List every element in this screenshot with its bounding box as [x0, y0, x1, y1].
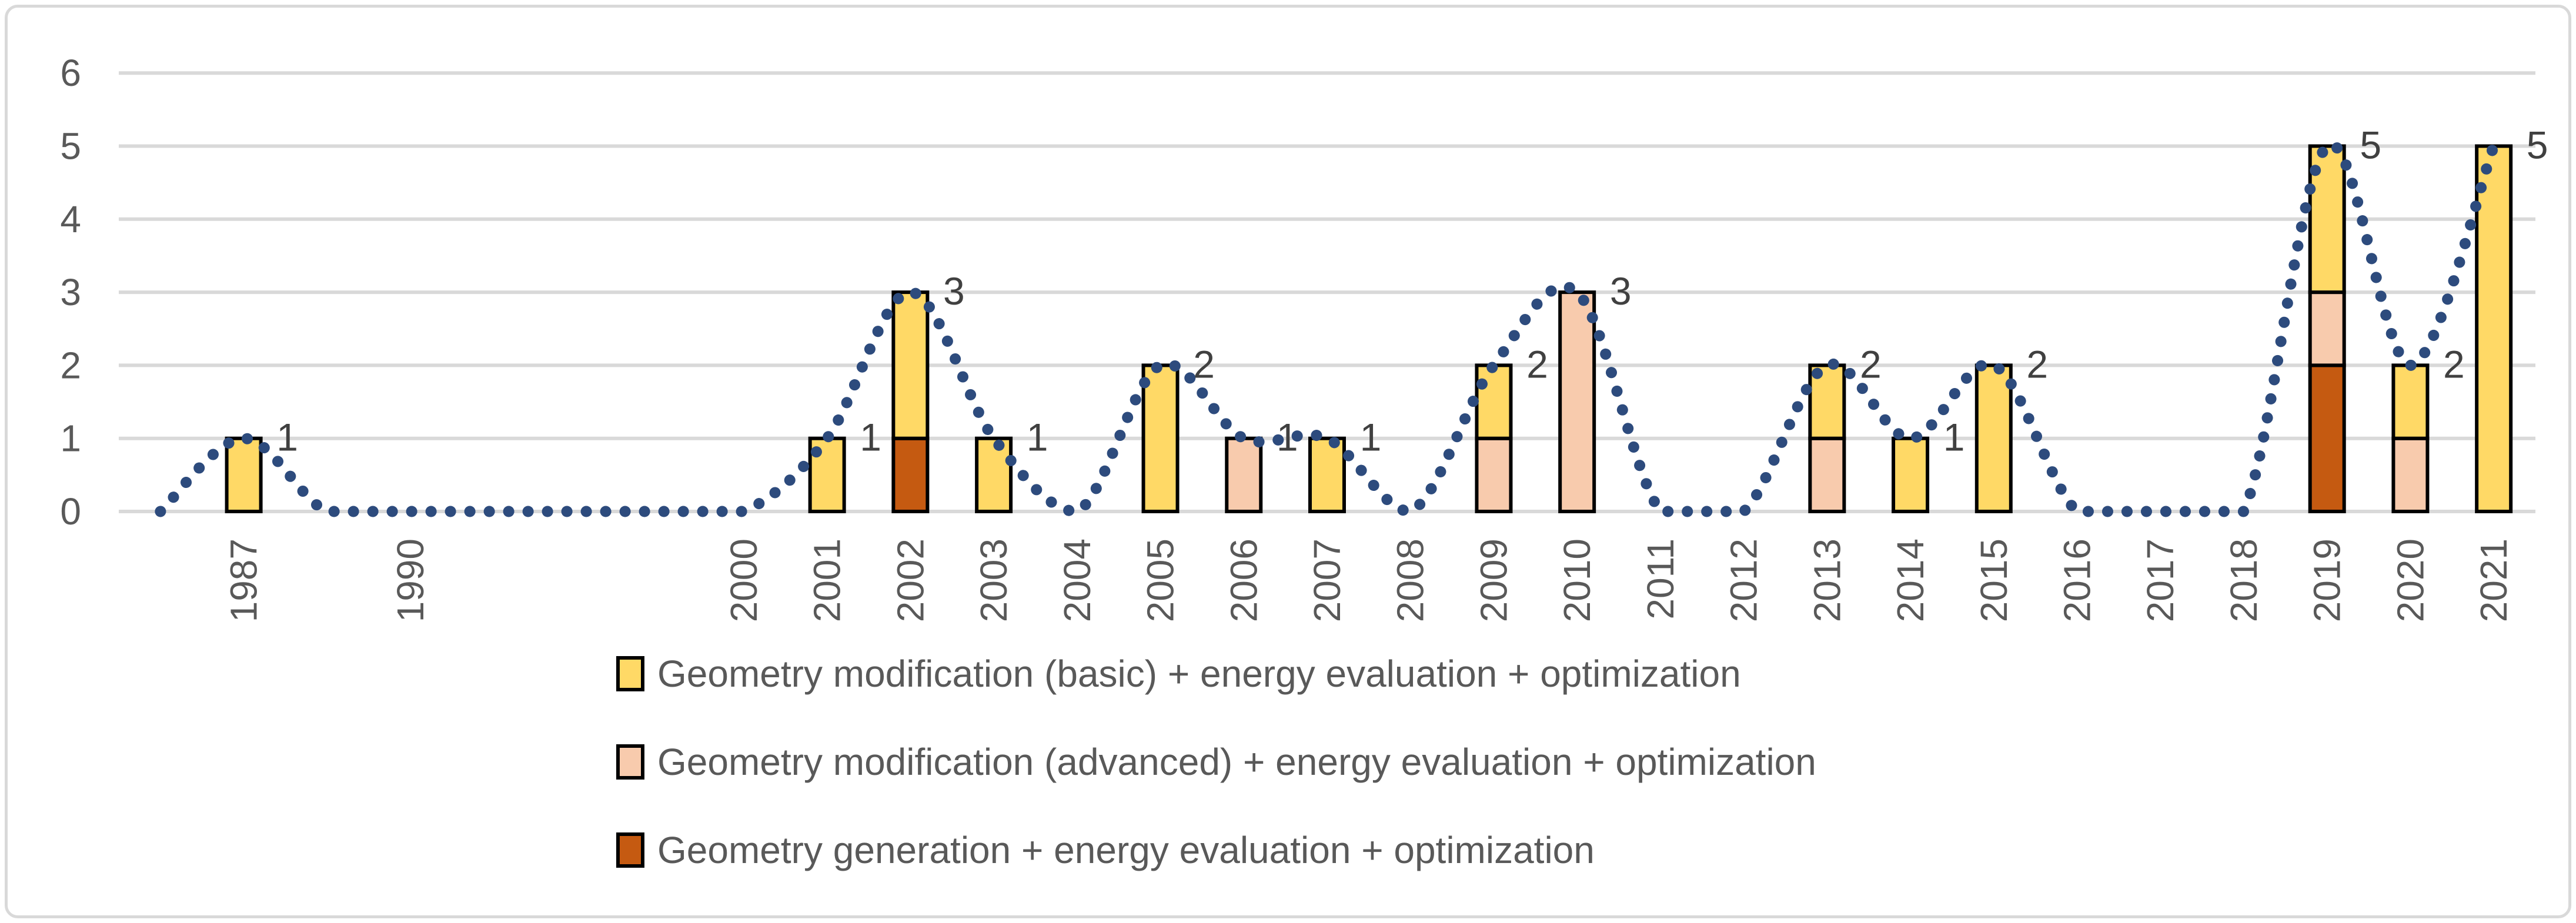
y-tick-4: 4: [60, 198, 81, 240]
bar-segment-2015: [1974, 363, 2013, 514]
data-label-2006: 1: [1277, 416, 1298, 459]
bar-segment-1987: [225, 436, 263, 514]
bar-segment-2019: [2308, 363, 2346, 514]
bar-segment-2010: [1558, 290, 1596, 513]
data-label-2005: 2: [1193, 342, 1215, 386]
x-tick-2011: 2011: [1639, 539, 1682, 620]
x-tick-2013: 2013: [1806, 539, 1848, 622]
x-tick-2018: 2018: [2223, 539, 2265, 622]
x-tick-2006: 2006: [1222, 539, 1265, 622]
bar-segment-2009: [1475, 363, 1513, 440]
data-label-2013: 2: [1860, 342, 1882, 386]
data-label-2014: 1: [1943, 416, 1965, 459]
data-label-2019: 5: [2360, 123, 2381, 167]
y-tick-1: 1: [60, 417, 81, 460]
bars: [225, 144, 2513, 514]
y-tick-5: 5: [60, 125, 81, 168]
bar-segment-2007: [1308, 436, 1346, 514]
legend-swatch-generation: [616, 832, 644, 868]
y-tick-3: 3: [60, 271, 81, 313]
bar-segment-2013: [1808, 436, 1846, 514]
data-label-2003: 1: [1027, 416, 1048, 459]
data-label-2020: 2: [2443, 342, 2465, 386]
bar-segment-2006: [1225, 436, 1263, 514]
x-tick-2001: 2001: [806, 539, 848, 622]
legend-label-advanced: Geometry modification (advanced) + energ…: [657, 741, 1816, 783]
bar-segment-2020: [2391, 436, 2430, 514]
x-tick-2007: 2007: [1306, 539, 1348, 622]
data-labels: 1 1 3 1 2 1 1 2 3 2 1 2 5 2 5: [276, 123, 2548, 459]
x-axis-labels: 1987 1990 2000 2001 2002 2003 2004 2005 2006 2007…: [223, 539, 2515, 622]
legend-item-basic: Geometry modification (basic) + energy e…: [616, 647, 1816, 701]
trend-dotted-line: [155, 139, 2500, 517]
legend: Geometry modification (basic) + energy e…: [616, 647, 1816, 877]
x-tick-2015: 2015: [1973, 539, 2015, 622]
x-tick-2020: 2020: [2389, 539, 2431, 622]
y-tick-0: 0: [60, 490, 81, 533]
legend-item-generation: Geometry generation + energy evaluation …: [616, 823, 1816, 877]
bar-segment-2002: [891, 436, 930, 514]
bar-segment-2020: [2391, 363, 2430, 440]
x-tick-2004: 2004: [1056, 539, 1098, 622]
data-label-2010: 3: [1610, 269, 1632, 313]
legend-swatch-basic: [616, 656, 644, 691]
x-tick-2012: 2012: [1723, 539, 1765, 622]
x-tick-2002: 2002: [889, 539, 931, 622]
data-label-1987: 1: [276, 416, 298, 459]
x-tick-2021: 2021: [2473, 539, 2515, 622]
legend-swatch-advanced: [616, 744, 644, 780]
bar-segment-2009: [1475, 436, 1513, 514]
y-tick-2: 2: [60, 344, 81, 386]
x-tick-2005: 2005: [1140, 539, 1182, 622]
data-label-2001: 1: [860, 416, 881, 459]
bar-segment-2014: [1892, 436, 1930, 514]
x-tick-2016: 2016: [2056, 539, 2099, 622]
x-tick-2008: 2008: [1389, 539, 1432, 622]
data-label-2015: 2: [2026, 342, 2048, 386]
data-label-2007: 1: [1360, 416, 1382, 459]
x-tick-2000: 2000: [723, 539, 765, 622]
y-tick-6: 6: [60, 52, 81, 94]
bar-segment-2019: [2308, 290, 2346, 367]
data-label-2002: 3: [943, 269, 965, 313]
x-tick-2009: 2009: [1472, 539, 1515, 622]
bar-segment-2002: [891, 290, 930, 440]
data-label-2009: 2: [1526, 342, 1548, 386]
x-tick-2010: 2010: [1556, 539, 1598, 622]
x-tick-2019: 2019: [2306, 539, 2348, 622]
x-tick-1990: 1990: [389, 539, 432, 622]
x-tick-2017: 2017: [2139, 539, 2181, 622]
legend-item-advanced: Geometry modification (advanced) + energ…: [616, 735, 1816, 789]
x-tick-2014: 2014: [1889, 539, 1932, 622]
data-label-2021: 5: [2527, 123, 2548, 167]
x-tick-1987: 1987: [223, 539, 265, 622]
bar-segment-2021: [2475, 144, 2513, 513]
chart-frame: [5, 5, 2571, 918]
bar-segment-2005: [1141, 363, 1180, 514]
x-tick-2003: 2003: [973, 539, 1015, 622]
bar-segment-2003: [975, 436, 1013, 514]
legend-label-basic: Geometry modification (basic) + energy e…: [657, 653, 1741, 695]
y-axis-labels: 0 1 2 3 4 5 6: [60, 52, 81, 533]
legend-label-generation: Geometry generation + energy evaluation …: [657, 829, 1595, 871]
